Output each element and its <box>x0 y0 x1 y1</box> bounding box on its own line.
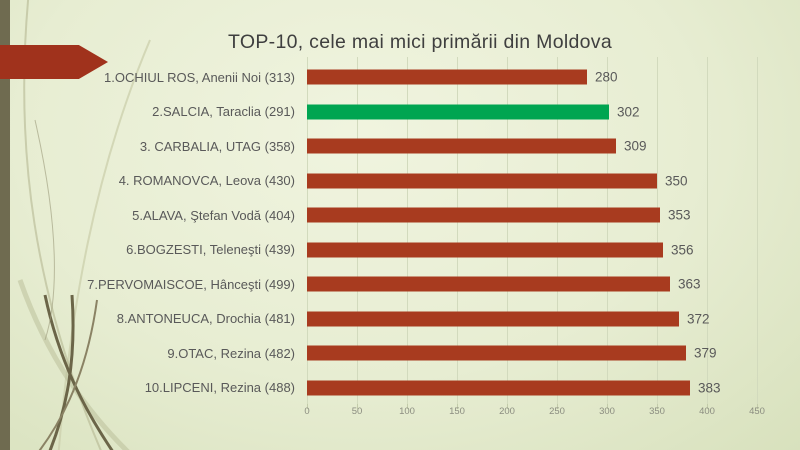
bar-value-label: 383 <box>698 380 721 396</box>
chart-row: 3. CARBALIA, UTAG (358) 309 <box>10 129 780 164</box>
category-label: 1.OCHIUL ROS, Anenii Noi (313) <box>104 69 295 85</box>
bar-track: 383 <box>307 371 780 406</box>
chart-row: 9.OTAC, Rezina (482) 379 <box>10 336 780 371</box>
bar <box>307 345 686 361</box>
bar-track: 356 <box>307 233 780 268</box>
category-label: 4. ROMANOVCA, Leova (430) <box>118 173 295 189</box>
axis-tick-label: 50 <box>351 406 363 417</box>
left-edge-stripe <box>0 0 10 450</box>
bar <box>307 276 670 292</box>
bar <box>307 207 660 223</box>
axis-tick-mark <box>657 404 658 409</box>
axis-tick-label: 400 <box>699 406 715 417</box>
axis-tick-label: 350 <box>649 406 665 417</box>
gridline <box>357 57 358 404</box>
bar <box>307 311 679 327</box>
axis-tick-label: 0 <box>304 406 310 417</box>
chart-row: 4. ROMANOVCA, Leova (430) 350 <box>10 164 780 199</box>
chart-row: 8.ANTONEUCA, Drochia (481) 372 <box>10 302 780 337</box>
bar-track: 353 <box>307 198 780 233</box>
bar-value-label: 379 <box>694 345 717 361</box>
x-axis-tick-labels: 0 50 100 150 200 250 300 350 400 450 <box>304 406 767 420</box>
gridline <box>507 57 508 404</box>
axis-tick-mark <box>607 404 608 409</box>
bar-track: 302 <box>307 95 780 130</box>
chart-gridlines <box>307 57 759 409</box>
bar <box>307 138 616 154</box>
bar-track: 363 <box>307 267 780 302</box>
bar <box>307 380 690 396</box>
bar-value-label: 356 <box>671 242 694 258</box>
chart-row: 10.LIPCENI, Rezina (488) 383 <box>10 371 780 406</box>
gridline <box>457 57 458 404</box>
bar-track: 350 <box>307 164 780 199</box>
axis-tick-mark <box>357 404 358 409</box>
axis-tick-mark <box>707 404 708 409</box>
bar-highlighted <box>307 104 609 120</box>
bar-chart: 1.OCHIUL ROS, Anenii Noi (313) 280 2.SALCI… <box>10 60 780 405</box>
bar-track: 379 <box>307 336 780 371</box>
bar-value-label: 353 <box>668 207 691 223</box>
gridline <box>607 57 608 404</box>
bar-track: 309 <box>307 129 780 164</box>
chart-row: 7.PERVOMAISCOE, Hânceşti (499) 363 <box>10 267 780 302</box>
bar-value-label: 280 <box>595 69 618 85</box>
page-title: TOP-10, cele mai mici primării din Moldo… <box>228 31 612 53</box>
axis-tick-mark <box>457 404 458 409</box>
bar-value-label: 309 <box>624 138 647 154</box>
category-label: 2.SALCIA, Taraclia (291) <box>152 104 295 120</box>
gridline <box>407 57 408 404</box>
axis-tick-mark <box>557 404 558 409</box>
category-label: 10.LIPCENI, Rezina (488) <box>144 380 295 396</box>
axis-tick-mark <box>507 404 508 409</box>
axis-tick-label: 450 <box>749 406 765 417</box>
axis-tick-label: 100 <box>399 406 415 417</box>
bar <box>307 69 587 85</box>
axis-tick-mark <box>757 404 758 409</box>
gridline <box>657 57 658 404</box>
bar-track: 372 <box>307 302 780 337</box>
bar-value-label: 372 <box>687 311 710 327</box>
chart-row: 6.BOGZESTI, Teleneşti (439) 356 <box>10 233 780 268</box>
gridline <box>307 57 308 404</box>
category-label: 5.ALAVA, Ştefan Vodă (404) <box>132 207 295 223</box>
chart-row: 5.ALAVA, Ştefan Vodă (404) 353 <box>10 198 780 233</box>
axis-tick-label: 200 <box>499 406 515 417</box>
bar-value-label: 363 <box>678 276 701 292</box>
bar-value-label: 302 <box>617 104 640 120</box>
category-label: 7.PERVOMAISCOE, Hânceşti (499) <box>87 276 295 292</box>
gridline <box>757 57 758 404</box>
axis-tick-label: 300 <box>599 406 615 417</box>
axis-tick-label: 250 <box>549 406 565 417</box>
axis-tick-label: 150 <box>449 406 465 417</box>
axis-tick-mark <box>307 404 308 409</box>
chart-row: 2.SALCIA, Taraclia (291) 302 <box>10 95 780 130</box>
bar-track: 280 <box>307 60 780 95</box>
axis-tick-mark <box>407 404 408 409</box>
bar <box>307 242 663 258</box>
bar-value-label: 350 <box>665 173 688 189</box>
category-label: 8.ANTONEUCA, Drochia (481) <box>116 311 295 327</box>
gridline <box>557 57 558 404</box>
chart-row: 1.OCHIUL ROS, Anenii Noi (313) 280 <box>10 60 780 95</box>
bar <box>307 173 657 189</box>
category-label: 9.OTAC, Rezina (482) <box>167 345 295 361</box>
category-label: 3. CARBALIA, UTAG (358) <box>139 138 295 154</box>
gridline <box>707 57 708 404</box>
category-label: 6.BOGZESTI, Teleneşti (439) <box>126 242 295 258</box>
